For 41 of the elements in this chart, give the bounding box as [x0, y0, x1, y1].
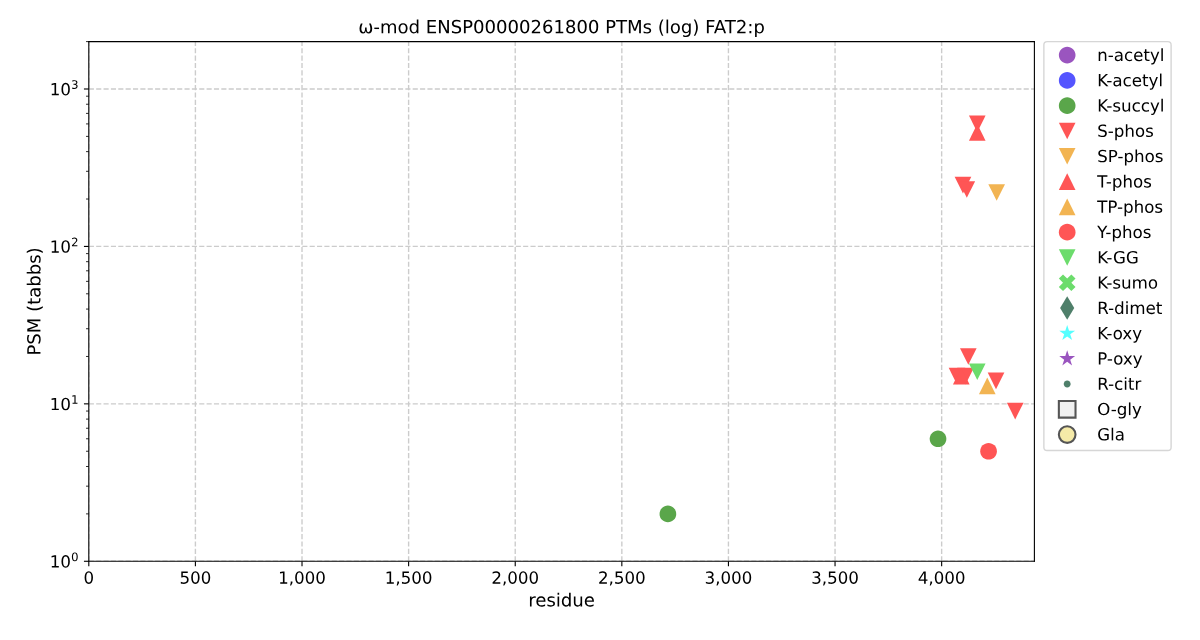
x-tick-label: 1,000: [279, 571, 325, 586]
legend-label: Y-phos: [1097, 225, 1151, 242]
point: [1006, 402, 1024, 420]
point: [987, 372, 1005, 390]
x-tick-label: 4,000: [918, 571, 965, 586]
x-tick-label: 1,500: [386, 571, 432, 586]
legend-label: R-citr: [1098, 377, 1142, 391]
x-tick-label: 2,500: [599, 571, 645, 586]
legend-label: SP-phos: [1098, 149, 1163, 166]
legend-label: TP-phos: [1097, 200, 1163, 217]
y-tick-label: 10$^{1}$: [51, 395, 78, 411]
legend-label: K-GG: [1098, 250, 1138, 264]
legend-label: K-oxy: [1098, 327, 1142, 343]
legend-label: K-acetyl: [1098, 73, 1162, 90]
x-tick-label: 500: [180, 571, 211, 584]
legend-label: n-acetyl: [1098, 48, 1163, 65]
point: [988, 184, 1005, 201]
chart-title: ω-mod ENSP00000261800 PTMs (log) FAT2:p: [359, 19, 764, 38]
point: [968, 363, 986, 381]
point: [929, 430, 947, 448]
x-tick-label: 3,500: [812, 571, 858, 586]
y-tick-label: 10$^{2}$: [51, 237, 78, 253]
x-tick-label: 0: [84, 571, 93, 584]
point: [959, 348, 977, 365]
y-tick-label: 10$^{3}$: [51, 80, 78, 96]
legend-label: K-succyl: [1098, 98, 1163, 115]
y-tick-label: 10$^{0}$: [51, 552, 78, 568]
x-tick-label: 2,000: [492, 571, 538, 586]
legend-label: P-oxy: [1098, 352, 1143, 368]
legend-label: O-gly: [1098, 402, 1142, 419]
legend-label: K-sumo: [1098, 276, 1158, 289]
legend-label: S-phos: [1098, 124, 1153, 141]
point: [980, 442, 997, 460]
legend-label: R-dimet: [1098, 301, 1162, 315]
point: [659, 505, 677, 523]
point: [978, 377, 996, 395]
x-tick-label: 3,000: [705, 571, 752, 586]
legend-label: T-phos: [1097, 174, 1152, 191]
y-axis-title: PSM (tabbs): [26, 248, 43, 354]
x-axis-title: residue: [529, 592, 594, 607]
legend-label: Gla: [1098, 427, 1124, 441]
